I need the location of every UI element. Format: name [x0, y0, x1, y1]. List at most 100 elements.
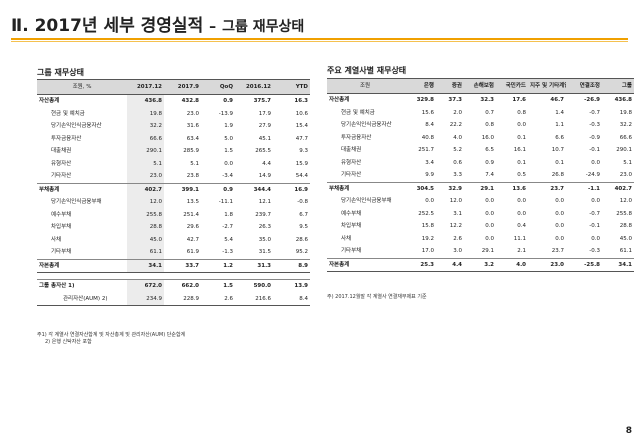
right-header-cell: 연결조정	[566, 78, 602, 94]
right-cell: 0.0	[555, 235, 564, 242]
left-row-label: 사채	[51, 236, 62, 243]
left-cell: 239.7	[255, 211, 271, 218]
left-note-1: 주1) 각 계열사 연결자산합계 및 자산총계 및 관리자산(AUM) 단순합계	[37, 332, 186, 338]
left-row-label: 투자금융자산	[51, 135, 82, 142]
right-cell: 2.6	[453, 235, 462, 242]
left-cell: 14.9	[258, 173, 271, 179]
right-row-label: 대출채권	[341, 147, 362, 153]
right-table-row: 기타부채 17.0 3.0 29.1 2.1 23.7 -0.3 61.1	[327, 245, 634, 258]
right-cell: 0.0	[517, 122, 526, 128]
left-cell: -13.9	[218, 110, 233, 117]
right-cell: 16.0	[481, 134, 494, 141]
right-cell: 1.1	[555, 122, 564, 128]
right-row-label: 당기손익인식금융자산	[341, 122, 392, 128]
right-cell: 23.0	[528, 257, 566, 272]
left-cell: 19.8	[127, 107, 164, 120]
right-cell: 0.5	[517, 172, 526, 178]
right-cell: 8.4	[425, 122, 434, 128]
title-rule	[11, 38, 628, 40]
left-cell: 23.0	[127, 170, 164, 183]
left-cell: 15.9	[295, 160, 308, 167]
right-cell: 13.6	[496, 181, 528, 195]
left-cell: 45.1	[258, 135, 271, 142]
left-header-cell: YTD	[273, 79, 310, 95]
right-table-row: 자본총계 25.3 4.4 3.2 4.0 23.0 -25.8 34.1	[327, 257, 634, 272]
right-cell: 28.8	[619, 223, 632, 229]
left-cell: -11.1	[218, 199, 233, 205]
right-table-row: 현금 및 예치금 15.6 2.0 0.7 0.8 1.4 -0.7 19.8	[327, 107, 634, 120]
left-cell: 26.3	[258, 224, 271, 230]
right-table-row: 차입부채 15.8 12.2 0.0 0.4 0.0 -0.1 28.8	[327, 220, 634, 233]
right-cell: 23.7	[528, 181, 566, 195]
right-cell: 26.8	[551, 172, 564, 178]
right-cell: 0.7	[485, 109, 494, 116]
right-cell: 4.0	[496, 257, 528, 272]
right-cell: 0.0	[517, 198, 526, 204]
right-row-label: 기타부채	[341, 248, 362, 254]
right-cell: 0.0	[591, 235, 600, 242]
left-cell: 13.5	[186, 199, 199, 205]
left-cell: 61.1	[127, 246, 164, 259]
left-cell: 5.1	[127, 157, 164, 170]
right-cell: 0.0	[485, 198, 494, 204]
left-cell: 10.6	[295, 110, 308, 117]
left-cell: 432.8	[164, 94, 201, 108]
left-cell: 63.4	[186, 135, 199, 142]
right-cell: -0.3	[589, 248, 600, 254]
right-cell: 19.2	[421, 235, 434, 242]
right-row-label: 당기손익인식금융부채	[341, 198, 392, 204]
right-cell: 32.2	[619, 122, 632, 128]
left-cell: 8.4	[273, 292, 310, 306]
right-cell: -26.9	[566, 93, 602, 107]
right-cell: 11.1	[513, 235, 526, 242]
right-cell: 6.5	[485, 147, 494, 153]
right-cell: 45.0	[619, 235, 632, 242]
right-cell: 1.4	[555, 109, 564, 116]
right-cell: -0.1	[589, 147, 600, 153]
left-cell: -2.7	[222, 224, 233, 230]
left-row-label: 유형자산	[51, 160, 72, 167]
left-cell: 234.9	[127, 292, 164, 306]
left-cell: -3.4	[222, 173, 233, 179]
left-table-row: 자산총계 436.8 432.8 0.9 375.7 16.3	[37, 94, 310, 108]
left-cell: 66.6	[127, 132, 164, 145]
left-row-label: 기타부채	[51, 249, 72, 255]
title-roman: Ⅱ.	[11, 16, 29, 36]
left-cell: 290.1	[127, 145, 164, 158]
right-cell: 0.0	[485, 210, 494, 217]
left-cell: 23.8	[186, 173, 199, 179]
right-cell: 17.6	[496, 93, 528, 107]
right-cell: 0.9	[485, 159, 494, 166]
left-table-row: 예수부채 255.8 251.4 1.8 239.7 6.7	[37, 208, 310, 221]
right-cell: 2.1	[517, 248, 526, 254]
left-row-label: 관리자산(AUM) 2)	[37, 292, 127, 306]
left-cell: 16.3	[273, 94, 310, 108]
right-cell: 436.8	[602, 93, 634, 107]
left-table-row: 기타자산 23.0 23.8 -3.4 14.9 54.4	[37, 170, 310, 183]
right-cell: 0.0	[591, 159, 600, 166]
right-table-row: 대출채권 251.7 5.2 6.5 16.1 10.7 -0.1 290.1	[327, 144, 634, 157]
group-financial-table: 조원, % 2017.12 2017.9 QoQ 2016.12 YTD 자산총계 436.…	[37, 79, 310, 306]
right-cell: 6.6	[555, 134, 564, 141]
right-cell: 23.7	[551, 248, 564, 254]
left-cell: 27.9	[258, 123, 271, 129]
right-cell: 3.1	[453, 210, 462, 217]
left-header-cell: 조원, %	[37, 79, 127, 95]
right-cell: 25.3	[403, 257, 436, 272]
right-cell: 61.1	[619, 248, 632, 254]
left-table-row: 그룹 총자산 1) 672.0 662.0 1.5 590.0 13.9	[37, 279, 310, 293]
left-cell: 31.3	[235, 258, 273, 273]
right-row-label: 투자금융자산	[341, 134, 372, 141]
right-row-label: 현금 및 예치금	[341, 109, 375, 116]
left-header-cell: 2017.9	[164, 79, 201, 95]
right-cell: 0.1	[517, 134, 526, 141]
right-cell: -0.7	[589, 210, 600, 217]
left-header-cell: 2017.12	[127, 79, 164, 95]
right-cell: 4.0	[453, 134, 462, 141]
left-cell: 1.5	[224, 148, 233, 154]
left-cell: 228.9	[164, 292, 201, 306]
right-cell: 255.8	[616, 210, 632, 217]
right-note-1: 주) 2017.12월말 각 계열사 연결재무제표 기준	[327, 294, 427, 300]
right-cell: -0.1	[589, 223, 600, 229]
left-cell: 32.2	[127, 120, 164, 133]
